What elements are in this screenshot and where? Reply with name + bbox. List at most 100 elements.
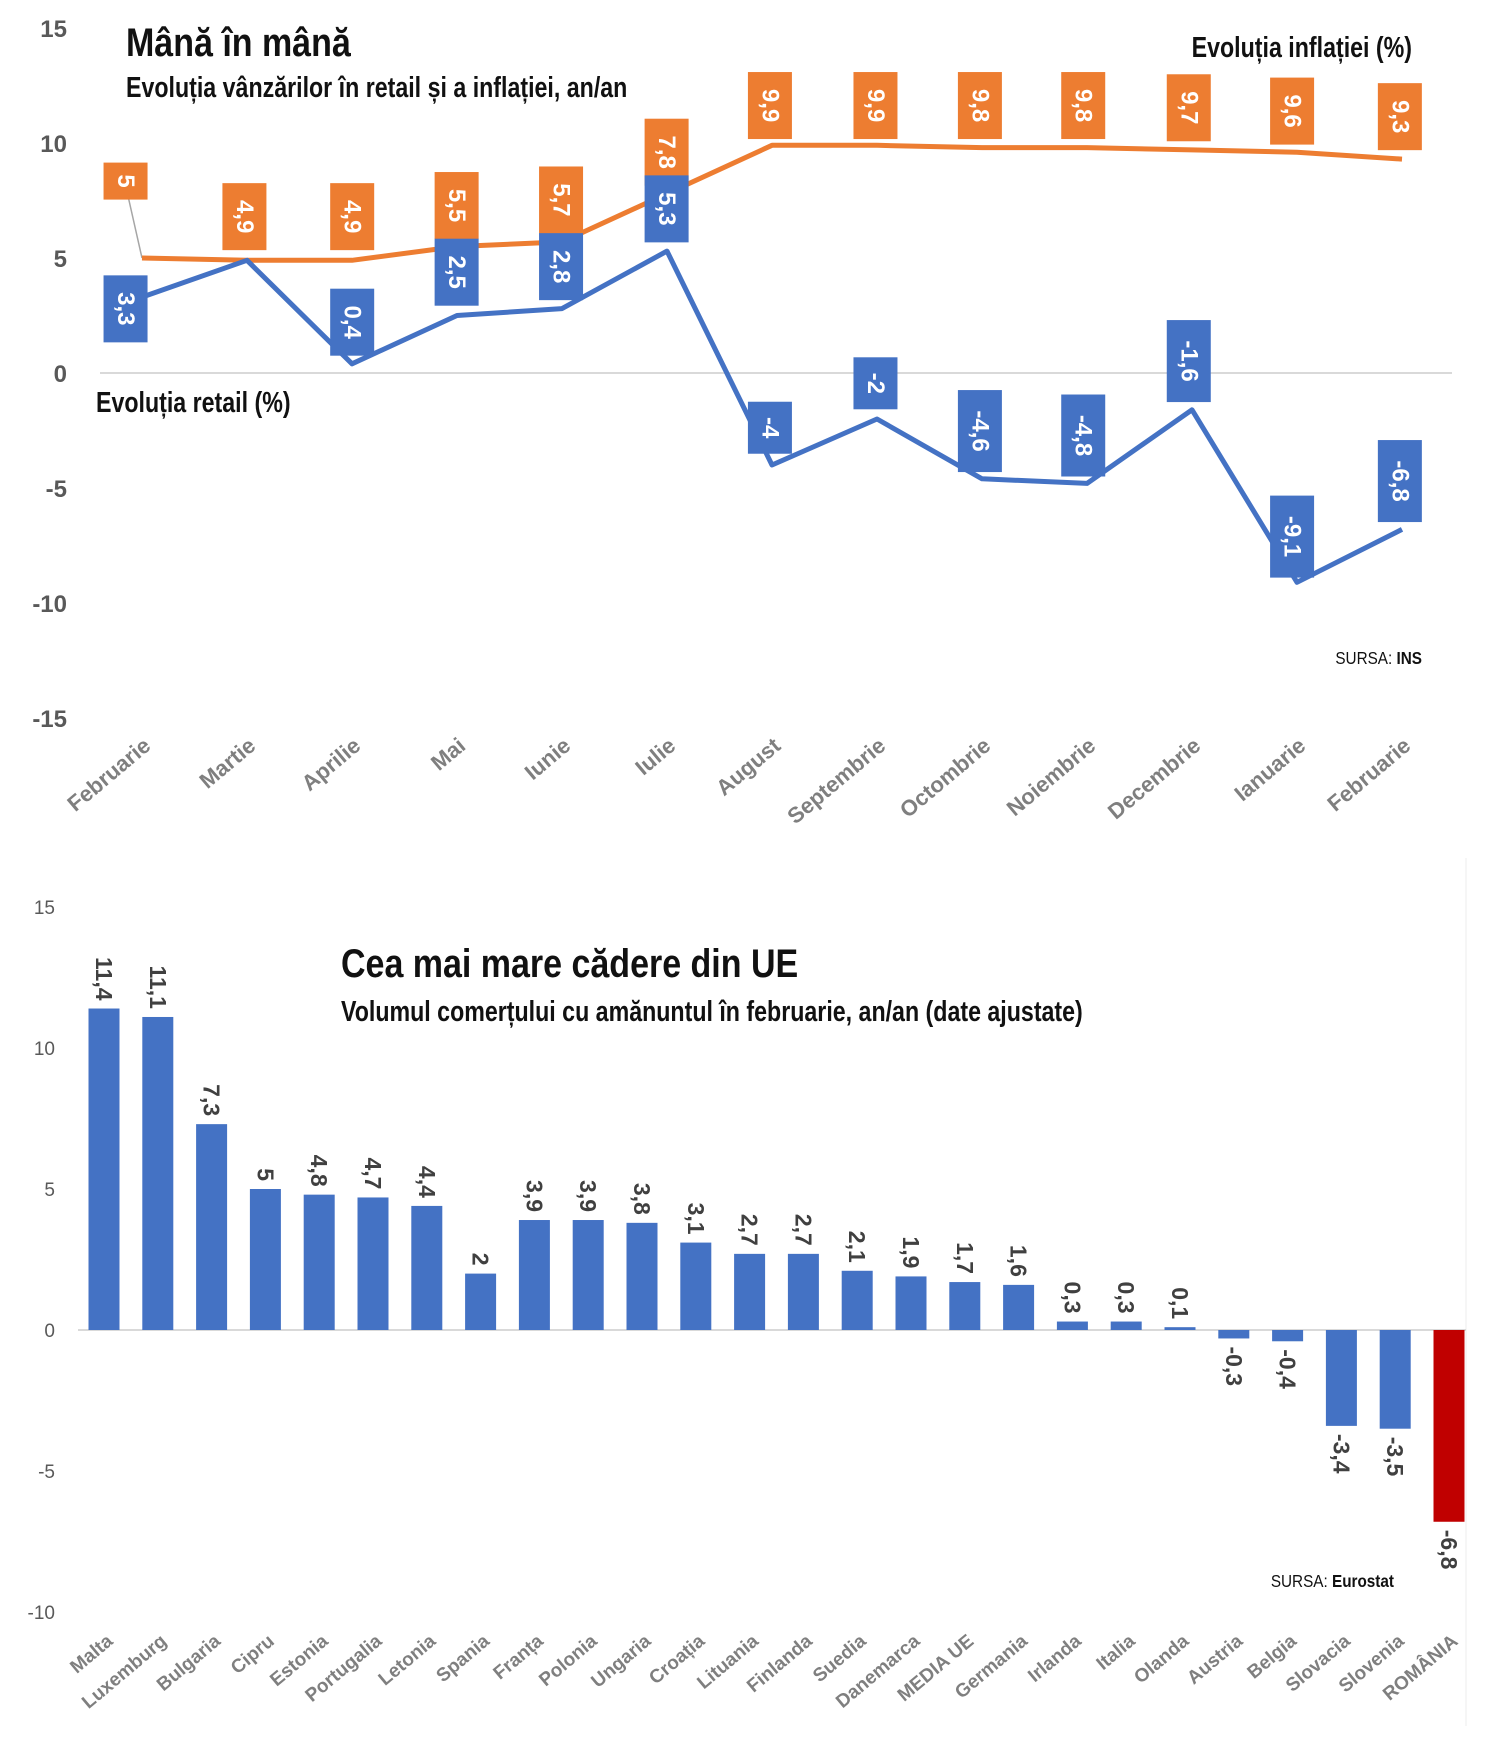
inflation-label-box [103, 162, 148, 200]
top-chart-subtitle: Evoluția vânzărilor în retail și a infla… [126, 70, 627, 103]
bar [303, 1194, 335, 1330]
x-tick-label: Austria [1183, 1630, 1247, 1688]
x-tick-label: Decembrie [1103, 733, 1205, 824]
retail-label-box [747, 401, 792, 454]
bottom-chart-subtitle: Volumul comerțului cu amănuntul în febru… [341, 994, 1083, 1027]
retail-line [141, 248, 1404, 585]
bar [895, 1276, 927, 1330]
retail-label-box [853, 357, 898, 410]
inflation-data-label: 9,7 [1175, 91, 1202, 124]
retail-label-box [1377, 440, 1422, 523]
retail-data-label: -1,6 [1175, 340, 1202, 381]
bar-data-label: -0,4 [1275, 1349, 1301, 1389]
bar [572, 1220, 604, 1330]
y-tick-label: -10 [32, 591, 67, 618]
retail-data-label: 2,8 [548, 250, 575, 283]
bar [357, 1197, 389, 1330]
x-tick-label: Italia [1093, 1630, 1140, 1674]
bottom-chart-source: SURSA: Eurostat [1271, 1571, 1395, 1591]
x-tick-label: Iunie [520, 733, 575, 785]
retail-data-label: -4,6 [966, 410, 993, 451]
x-tick-label: Aprilie [297, 733, 366, 796]
inflation-data-label: 9,6 [1279, 94, 1306, 127]
bar [249, 1189, 281, 1330]
source-label: SURSA: [1335, 648, 1392, 668]
x-tick-label: Irlanda [1024, 1630, 1086, 1686]
bar-data-label: 2,7 [790, 1214, 816, 1246]
y-tick-label: 10 [34, 1039, 55, 1060]
inflation-label-box [1166, 74, 1211, 142]
x-tick-label: August [711, 732, 786, 800]
bar [1433, 1330, 1465, 1522]
bar [196, 1124, 228, 1330]
inflation-label-box [1377, 83, 1422, 151]
y-tick-label: 5 [54, 246, 67, 273]
bar-data-label: 3,8 [629, 1183, 655, 1215]
top-chart-title: Mână în mână [126, 19, 351, 64]
y-tick-label: -15 [32, 706, 67, 733]
inflation-label-box [644, 118, 689, 186]
bar [518, 1220, 550, 1330]
retail-label-box [539, 233, 584, 301]
bar [626, 1222, 658, 1330]
retail-data-label: 3,3 [112, 292, 139, 325]
retail-data-label: -9,1 [1279, 516, 1306, 557]
retail-data-label: 2,5 [443, 256, 470, 289]
inflation-data-label: 5,7 [548, 183, 575, 216]
x-tick-label: Septembrie [782, 733, 890, 829]
retail-data-label: -4,8 [1070, 415, 1097, 456]
bar [787, 1253, 819, 1330]
bar-data-label: 1,7 [952, 1242, 978, 1274]
x-tick-label: Olanda [1130, 1630, 1193, 1688]
y-tick-label: 0 [54, 361, 67, 388]
legend-retail: Evoluția retail (%) [96, 385, 291, 418]
x-tick-label: Februarie [1322, 733, 1415, 817]
inflation-label-box [747, 72, 792, 140]
x-tick-label: Martie [195, 733, 261, 794]
y-tick-label: -5 [46, 476, 67, 503]
retail-label-box [1166, 320, 1211, 403]
bar [1272, 1330, 1304, 1342]
bar [1379, 1330, 1411, 1429]
bar-data-label: 1,9 [898, 1236, 924, 1268]
bar [949, 1282, 981, 1330]
bar [680, 1242, 712, 1330]
bar [841, 1270, 873, 1330]
bar-data-label: -3,5 [1382, 1437, 1408, 1477]
bar-data-label: 3,1 [683, 1203, 709, 1235]
retail-data-label: 5,3 [653, 192, 680, 225]
inflation-data-label: 4,9 [231, 200, 258, 233]
retail-label-box [103, 275, 148, 343]
inflation-data-label: 9,3 [1386, 100, 1413, 133]
bar [734, 1253, 766, 1330]
bar-data-label: 7,3 [199, 1084, 225, 1116]
inflation-label-box [1270, 77, 1315, 145]
inflation-label-box [1061, 72, 1106, 140]
bar-data-label: 5 [252, 1168, 278, 1181]
bar [465, 1273, 497, 1330]
x-tick-label: Spania [433, 1630, 495, 1686]
inflation-data-label: 9,9 [862, 89, 889, 122]
bar [1110, 1321, 1142, 1330]
bar [1218, 1330, 1250, 1339]
bar-data-label: 1,6 [1006, 1245, 1032, 1277]
inflation-data-label: 4,9 [339, 200, 366, 233]
bar-data-label: 0,1 [1167, 1287, 1193, 1319]
bar [1056, 1321, 1088, 1330]
y-tick-label: 0 [44, 1321, 55, 1342]
bar-data-label: -6,8 [1436, 1530, 1462, 1570]
bar [142, 1016, 174, 1330]
top-chart-source: SURSA: INS [1335, 648, 1422, 668]
source-label: SURSA: [1271, 1571, 1328, 1591]
bar-data-label: 11,4 [91, 957, 117, 1001]
bar-data-label: 0,3 [1113, 1282, 1139, 1314]
x-tick-label: Ianuarie [1230, 733, 1311, 806]
inflation-label-box [539, 166, 584, 234]
bar-data-label: 3,9 [575, 1180, 601, 1212]
y-tick-label: 10 [40, 131, 67, 158]
retail-label-box [957, 390, 1002, 473]
y-tick-label: -10 [28, 1603, 55, 1624]
inflation-label-box [434, 172, 479, 240]
inflation-data-label: 9,8 [1070, 89, 1097, 122]
